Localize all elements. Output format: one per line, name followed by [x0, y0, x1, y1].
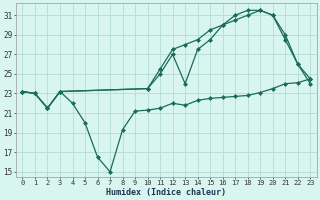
X-axis label: Humidex (Indice chaleur): Humidex (Indice chaleur) [106, 188, 226, 197]
